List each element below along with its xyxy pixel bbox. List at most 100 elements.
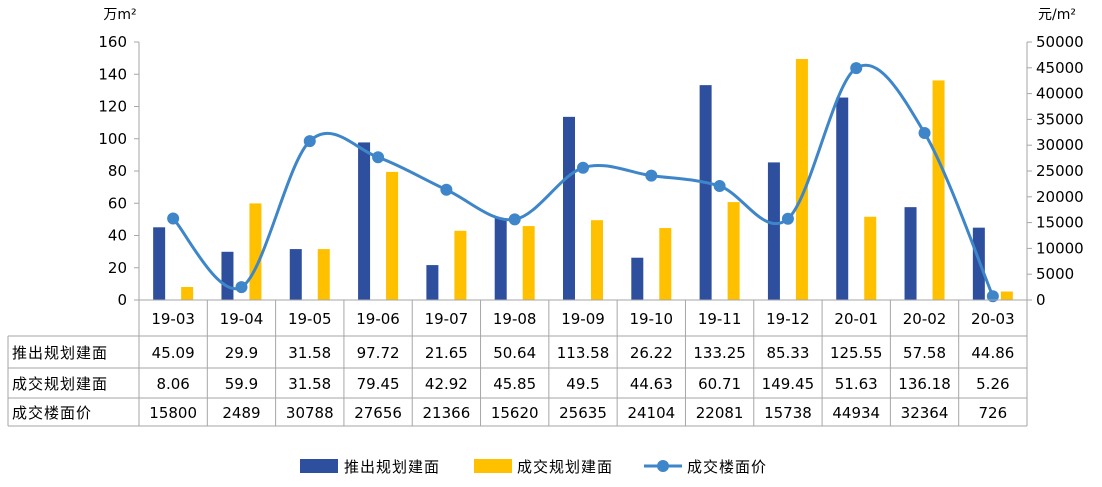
table-cell: 8.06: [156, 375, 189, 393]
price-point: [235, 281, 248, 294]
legend-label: 成交规划建面: [517, 458, 613, 476]
bar-launched-area: [699, 85, 712, 301]
table-cell: 50.64: [493, 344, 536, 362]
bar-transacted-area: [454, 230, 467, 300]
table-cell: 31.58: [288, 344, 331, 362]
table-cell: 57.58: [903, 344, 946, 362]
table-cell: 5.26: [976, 375, 1009, 393]
price-point: [713, 180, 726, 193]
table-cell: 79.45: [357, 375, 400, 393]
y-right-tick-label: 50000: [1036, 33, 1084, 51]
axes: 0 20 40 60 80 100 120 140 160 0 5000 10000 15000 2000…: [98, 7, 1083, 309]
y-left-tick-label: 60: [108, 194, 127, 212]
category-label: 19-07: [425, 310, 469, 328]
table-cell: 136.18: [898, 375, 951, 393]
bar-transacted-area: [932, 80, 945, 300]
y-left-tick-label: 120: [98, 98, 127, 116]
category-label: 19-05: [288, 310, 332, 328]
table-cell: 25635: [559, 404, 607, 422]
table-cell: 21.65: [425, 344, 468, 362]
y-right-tick-label: 45000: [1036, 59, 1084, 77]
bars: [153, 59, 1013, 301]
y-left-unit: 万m²: [103, 7, 136, 23]
y-right-tick-label: 0: [1036, 291, 1046, 309]
bar-launched-area: [358, 142, 371, 300]
table-cell: 97.72: [357, 344, 400, 362]
table-cell: 51.63: [835, 375, 878, 393]
table-cell: 15800: [149, 404, 197, 422]
bar-launched-area: [289, 249, 302, 300]
table-cell: 2489: [222, 404, 260, 422]
category-label: 19-03: [151, 310, 195, 328]
y-right-tick-label: 10000: [1036, 239, 1084, 257]
price-point: [577, 161, 589, 174]
category-label: 19-12: [766, 310, 810, 328]
table-cell: 60.71: [698, 375, 741, 393]
category-label: 19-08: [493, 310, 537, 328]
legend-swatch-transacted: [474, 459, 512, 473]
y-right-tick-label: 20000: [1036, 188, 1084, 206]
price-point: [781, 212, 794, 225]
bar-transacted-area: [727, 202, 740, 300]
bar-transacted-area: [317, 249, 330, 300]
bar-launched-area: [153, 227, 166, 300]
category-label: 19-11: [698, 310, 742, 328]
bar-transacted-area: [659, 228, 672, 300]
bar-transacted-area: [522, 226, 535, 300]
y-left-tick-label: 140: [98, 65, 127, 83]
table-cell: 85.33: [766, 344, 809, 362]
price-point: [440, 183, 453, 196]
bar-transacted-area: [249, 203, 262, 300]
y-right-tick-label: 30000: [1036, 136, 1084, 154]
table-cell: 32364: [901, 404, 949, 422]
y-right-tick-label: 35000: [1036, 110, 1084, 128]
legend-marker-price: [657, 460, 669, 472]
table-cell: 27656: [354, 404, 402, 422]
table-cell: 45.85: [493, 375, 536, 393]
table-cell: 133.25: [693, 344, 746, 362]
table-cell: 59.9: [225, 375, 258, 393]
y-left-tick-label: 100: [98, 130, 127, 148]
category-label: 19-06: [356, 310, 400, 328]
bar-transacted-area: [386, 171, 399, 300]
price-point: [372, 151, 385, 164]
table-cell: 15620: [491, 404, 539, 422]
legend-swatch-launched: [300, 459, 338, 473]
price-point: [918, 127, 931, 140]
y-right-tick-label: 5000: [1036, 265, 1074, 283]
table-row-header: 成交规划建面: [12, 375, 108, 393]
table-cell: 21366: [423, 404, 471, 422]
category-label: 19-09: [561, 310, 605, 328]
legend-label: 成交楼面价: [687, 458, 767, 476]
table-cell: 30788: [286, 404, 334, 422]
table-cell: 44.86: [971, 344, 1014, 362]
bar-launched-area: [767, 162, 780, 300]
table-cell: 42.92: [425, 375, 468, 393]
table-row-header: 推出规划建面: [12, 344, 108, 362]
table-cell: 31.58: [288, 375, 331, 393]
bar-transacted-area: [591, 220, 603, 300]
bar-transacted-area: [181, 287, 194, 300]
bar-launched-area: [494, 218, 507, 300]
price-line: [167, 62, 999, 303]
price-point: [303, 135, 316, 148]
table-cell: 149.45: [762, 375, 815, 393]
bar-launched-area: [221, 251, 234, 300]
y-right-unit: 元/m²: [1038, 7, 1076, 23]
table-cell: 44.63: [630, 375, 673, 393]
y-right-tick-label: 40000: [1036, 85, 1084, 103]
price-point: [986, 290, 999, 303]
table-cell: 15738: [764, 404, 812, 422]
y-right-tick-label: 25000: [1036, 162, 1084, 180]
data-table: 19-03 19-04 19-05 19-06 19-07 19-08 19-09 19-10…: [7, 299, 1028, 427]
legend-label: 推出规划建面: [344, 458, 440, 476]
bar-launched-area: [631, 257, 644, 300]
table-cell: 29.9: [225, 344, 258, 362]
y-right-tick-label: 15000: [1036, 214, 1084, 232]
category-label: 20-01: [834, 310, 878, 328]
y-left-tick-label: 40: [108, 227, 127, 245]
table-cell: 24104: [627, 404, 675, 422]
category-label: 19-04: [220, 310, 264, 328]
table-cell: 26.22: [630, 344, 673, 362]
